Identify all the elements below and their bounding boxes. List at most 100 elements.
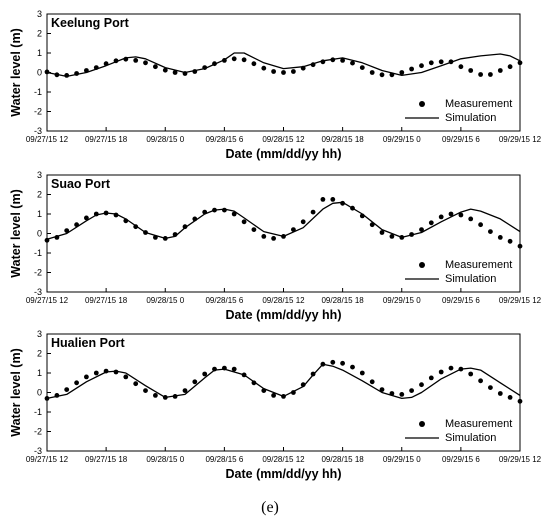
measurement-point [241,57,247,63]
measurement-point [488,385,493,390]
measurement-point [369,70,375,75]
measurement-point [350,60,355,66]
measurement-point [202,371,208,377]
x-tick-label: 09/27/15 12 [26,296,69,305]
y-tick-label: 3 [37,9,42,19]
measurement-point [409,388,414,393]
x-tick-label: 09/27/15 12 [26,455,69,464]
x-tick-label: 09/28/15 6 [205,455,243,464]
measurement-point [369,379,375,385]
legend-marker-measurement [419,101,425,107]
measurement-point [261,234,267,239]
x-tick-label: 09/29/15 0 [383,455,421,464]
measurement-point [448,211,454,217]
y-tick-label: 2 [37,349,42,359]
legend-label-measurement: Measurement [445,418,512,430]
measurement-point [438,59,444,65]
legend-label-measurement: Measurement [445,98,512,110]
measurement-point [271,69,276,74]
measurement-point [300,219,306,225]
measurement-point [310,209,316,215]
y-tick-label: 0 [37,229,42,239]
measurement-point [340,360,345,366]
x-tick-label: 09/28/15 18 [321,135,364,144]
measurement-point [261,65,267,71]
panel-suao: -3 -2 -1 0 1 2 3 09/27/15 12 09/27/15 18 09/28/15… [9,170,542,322]
x-tick-label: 09/27/15 18 [85,135,128,144]
measurement-point [478,222,483,228]
measurement-point [428,60,434,66]
panel-title: Keelung Port [51,16,130,30]
x-tick-label: 09/29/15 6 [442,135,480,144]
measurement-point [320,197,326,202]
measurement-point [488,72,493,77]
measurement-point [143,388,148,393]
y-tick-label: 1 [37,48,42,58]
measurement-point [330,197,336,202]
measurement-point [497,68,503,73]
measurement-point [84,215,89,221]
y-tick-label: 1 [37,368,42,378]
measurement-point [507,238,513,244]
measurement-point [419,63,424,69]
measurement-point [251,227,257,233]
x-tick-label: 09/29/15 0 [383,296,421,305]
x-tick-label: 09/28/15 6 [205,135,243,144]
measurement-point [241,219,247,225]
x-tick-label: 09/28/15 0 [146,455,184,464]
measurement-point [330,359,336,365]
y-tick-label: -2 [34,427,42,437]
measurement-point [497,391,503,396]
measurement-point [359,370,365,376]
measurement-point [517,243,523,249]
x-tick-label: 09/29/15 6 [442,455,480,464]
y-tick-label: 2 [37,190,42,200]
y-tick-label: 2 [37,29,42,39]
x-tick-label: 09/28/15 12 [262,455,305,464]
measurement-point [458,64,464,70]
measurement-point [44,69,50,75]
measurement-point [359,65,365,70]
simulation-line [46,52,521,78]
measurement-point [399,392,405,397]
panel-title: Hualien Port [51,336,125,350]
x-tick-label: 09/28/15 0 [146,135,184,144]
x-tick-label: 09/29/15 12 [499,135,542,144]
measurement-point [123,374,129,380]
y-tick-label: -1 [34,87,42,97]
x-tick-label: 09/27/15 18 [85,455,128,464]
simulation-line [46,201,521,240]
x-axis-label: Date (mm/dd/yy hh) [226,147,342,161]
legend-label-simulation: Simulation [445,432,496,444]
y-tick-label: 3 [37,170,42,180]
measurement-point [231,211,237,217]
x-tick-label: 09/28/15 18 [321,455,364,464]
measurement-point [251,61,257,67]
measurement-point [488,229,493,235]
figure-caption: (e) [261,499,279,516]
y-axis-label: Water level (m) [9,189,23,277]
x-tick-label: 09/28/15 18 [321,296,364,305]
measurement-point [143,60,148,66]
x-tick-label: 09/28/15 0 [146,296,184,305]
measurement-point [399,70,405,75]
measurement-point [340,58,345,63]
measurement-point [379,230,385,235]
measurement-point [438,214,444,220]
measurement-point [448,365,454,371]
measurement-point [507,64,513,70]
y-axis-label: Water level (m) [9,348,23,436]
measurement-point [419,227,424,233]
legend-marker-measurement [419,421,425,427]
measurement-point [153,393,158,398]
legend-marker-measurement [419,262,425,268]
measurement-point [192,379,198,385]
measurement-point [428,220,434,226]
measurement-point [93,370,99,376]
measurement-point [389,234,395,239]
measurement-point [231,366,237,372]
measurement-point [182,388,188,393]
legend-label-measurement: Measurement [445,259,512,271]
x-tick-label: 09/29/15 12 [499,296,542,305]
